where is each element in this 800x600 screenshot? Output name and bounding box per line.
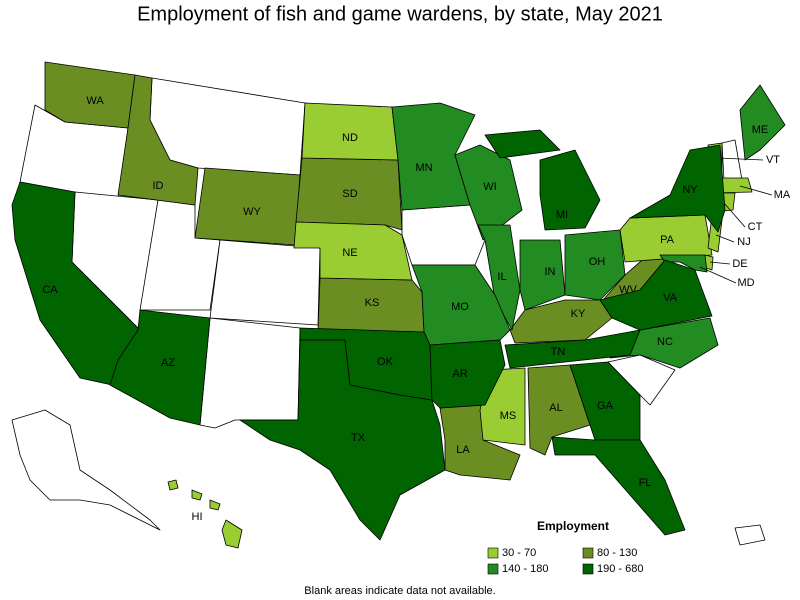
state-label: WY <box>243 206 261 218</box>
footnote: Blank areas indicate data not available. <box>304 585 495 597</box>
state <box>209 499 221 511</box>
state-label: VA <box>663 292 678 304</box>
state-label: TN <box>551 346 566 358</box>
state <box>167 479 179 491</box>
state-label: NY <box>682 184 698 196</box>
state <box>293 221 413 281</box>
state-blank <box>199 317 301 429</box>
state-label: WA <box>86 95 104 107</box>
state-label: ME <box>752 124 769 136</box>
state-label: WI <box>483 181 496 193</box>
state-label: MA <box>774 189 791 201</box>
state-label: IN <box>545 266 556 278</box>
state <box>454 144 523 241</box>
legend-label: 30 - 70 <box>502 547 536 559</box>
state-label: MO <box>451 301 469 313</box>
state-label: ND <box>342 132 358 144</box>
state <box>551 436 686 536</box>
state <box>44 61 136 129</box>
state <box>477 224 521 331</box>
state-label: OK <box>377 356 394 368</box>
state <box>599 259 713 331</box>
legend-swatch <box>487 547 499 559</box>
state-label: ID <box>153 180 164 192</box>
state-blank <box>11 409 161 531</box>
state <box>564 229 626 301</box>
legend-swatch <box>582 547 594 559</box>
legend-title: Employment <box>537 519 609 533</box>
leader-line <box>709 261 731 265</box>
leader-line <box>739 185 773 196</box>
state <box>109 309 211 426</box>
state-label: IL <box>497 271 506 283</box>
leader-line <box>715 234 735 243</box>
legend-label: 140 - 180 <box>502 563 548 575</box>
state <box>629 144 726 233</box>
state-blank <box>149 77 306 176</box>
leader-line <box>717 157 764 161</box>
state <box>221 519 243 549</box>
state <box>539 149 601 231</box>
state-blank <box>721 139 743 181</box>
leader-line <box>699 266 737 284</box>
state <box>739 84 786 161</box>
state <box>519 239 566 311</box>
state-label: NJ <box>737 236 750 248</box>
state <box>117 74 199 206</box>
legend-label: 80 - 130 <box>597 547 637 559</box>
state-label: AL <box>549 402 562 414</box>
state-blank <box>401 204 486 266</box>
state <box>504 329 641 369</box>
state <box>429 339 506 409</box>
state <box>191 489 203 501</box>
state <box>11 181 141 386</box>
state-label: KS <box>365 297 380 309</box>
state-label: AR <box>452 368 467 380</box>
map-title: Employment of fish and game wardens, by … <box>137 3 663 25</box>
state-label: TX <box>351 432 366 444</box>
state <box>484 129 561 159</box>
state-label: DE <box>732 258 747 270</box>
state <box>619 214 713 263</box>
state-label: FL <box>639 477 652 489</box>
state-label: NE <box>342 247 357 259</box>
leader-line <box>723 202 746 228</box>
state <box>299 327 433 401</box>
state-label: MD <box>737 277 754 289</box>
state-label: KY <box>571 308 586 320</box>
state-label: VT <box>766 154 780 166</box>
state-label: MS <box>500 410 517 422</box>
state-label: AZ <box>161 357 175 369</box>
state-blank <box>734 524 766 546</box>
state-blank <box>209 239 321 326</box>
state-label: CA <box>42 284 58 296</box>
state-label: GA <box>597 400 614 412</box>
state-label: CT <box>748 221 763 233</box>
state-label: SD <box>342 188 357 200</box>
state-label: OH <box>589 256 606 268</box>
state-label: HI <box>192 511 203 523</box>
state-label: PA <box>660 234 675 246</box>
legend-label: 190 - 680 <box>597 563 643 575</box>
legend-swatch <box>582 563 594 575</box>
legend-swatch <box>487 563 499 575</box>
state-label: MN <box>415 162 432 174</box>
state-label: LA <box>456 444 470 456</box>
state-label: MI <box>556 209 568 221</box>
state-label: NC <box>657 336 673 348</box>
